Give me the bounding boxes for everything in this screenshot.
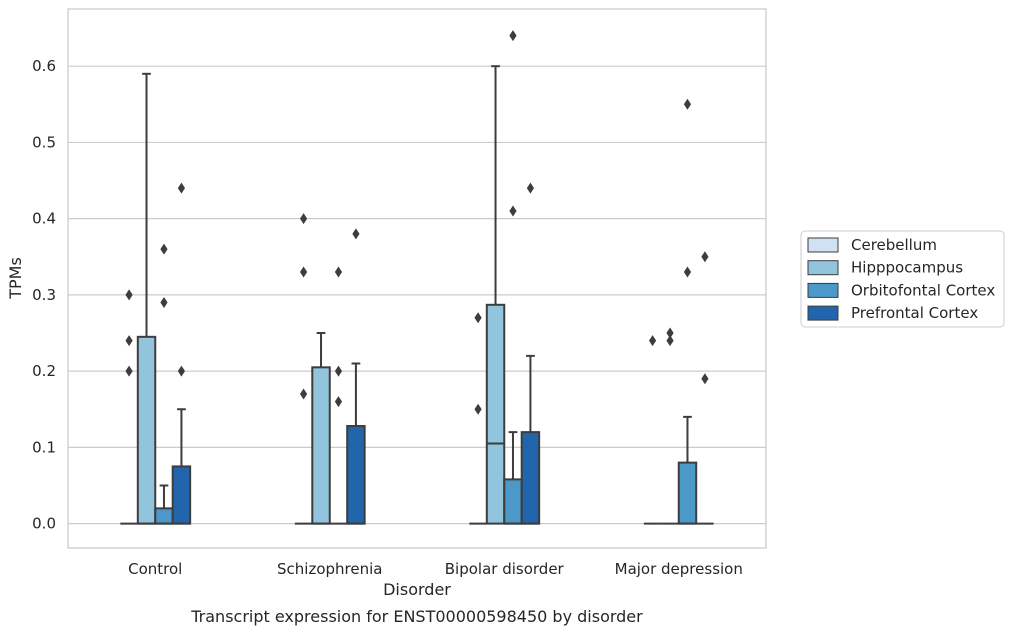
outlier-point <box>125 365 133 377</box>
outlier-point <box>683 266 692 278</box>
outlier-point <box>334 396 343 408</box>
y-axis-label: TPMs <box>6 257 25 300</box>
outlier-point <box>509 30 517 42</box>
outlier-point <box>474 312 482 324</box>
x-tick-label: Schizophrenia <box>277 560 382 578</box>
outlier-point <box>299 213 308 225</box>
box <box>311 366 331 525</box>
y-tick-label: 0.4 <box>32 210 56 228</box>
box-group <box>294 213 313 525</box>
legend-label: Orbitofontal Cortex <box>851 281 995 299</box>
outlier-point <box>299 388 308 400</box>
chart-caption: Transcript expression for ENST0000059845… <box>190 607 643 626</box>
legend-swatch <box>807 282 839 298</box>
legend-swatch <box>807 305 839 321</box>
y-tick-label: 0.6 <box>32 57 56 75</box>
y-tick-labels: 0.0 0.1 0.2 0.3 0.4 0.5 0.6 <box>32 57 56 532</box>
box <box>503 478 523 525</box>
outlier-point <box>334 266 343 278</box>
x-tick-label: Major depression <box>615 560 743 578</box>
y-tick-label: 0.5 <box>32 133 56 151</box>
box-group <box>677 98 698 525</box>
box <box>171 465 192 525</box>
outlier-point <box>177 182 186 194</box>
outlier-point <box>352 228 360 240</box>
outlier-point <box>160 243 168 255</box>
outlier-point <box>701 373 709 385</box>
box <box>520 431 541 525</box>
outlier-point <box>666 327 674 339</box>
outlier-point <box>701 251 709 263</box>
y-tick-label: 0.2 <box>32 362 56 380</box>
box-group <box>503 30 523 525</box>
legend-label: Prefrontal Cortex <box>851 304 978 322</box>
box-group <box>346 228 366 525</box>
outlier-point <box>334 365 343 377</box>
outlier-point <box>177 365 186 377</box>
outlier-point <box>474 403 482 415</box>
y-tick-label: 0.0 <box>32 515 56 533</box>
box <box>677 461 698 525</box>
outlier-point <box>125 289 133 301</box>
x-tick-label: Bipolar disorder <box>445 560 565 578</box>
box-group <box>643 335 662 525</box>
box <box>346 425 366 525</box>
outlier-point <box>683 98 692 110</box>
legend-swatch <box>807 237 839 253</box>
box-group <box>329 266 348 525</box>
box-group <box>696 251 714 525</box>
outlier-point <box>509 205 517 217</box>
box-group <box>136 72 157 525</box>
legend-frame <box>800 230 1005 328</box>
legend-label: Cerebellum <box>851 236 937 254</box>
box-group <box>311 332 331 525</box>
box-group <box>485 65 506 525</box>
x-tick-labels: Control Schizophrenia Bipolar disorder Majo… <box>128 560 743 578</box>
box-group <box>469 312 487 525</box>
outlier-point <box>526 182 535 194</box>
box-group <box>120 289 138 525</box>
outlier-point <box>299 266 308 278</box>
x-tick-label: Control <box>128 560 182 578</box>
box-layer <box>120 30 714 525</box>
y-tick-label: 0.3 <box>32 286 56 304</box>
plot-background <box>68 9 766 548</box>
outlier-point <box>648 335 657 347</box>
box <box>154 507 174 525</box>
legend: Cerebellum Hipppocampus Orbitofontal Corte… <box>800 230 1005 328</box>
box-group <box>661 327 679 525</box>
plot-frame <box>67 8 767 549</box>
box <box>136 335 157 525</box>
outlier-point <box>125 335 133 347</box>
y-tick-label: 0.1 <box>32 438 56 456</box>
box <box>485 303 506 525</box>
outlier-point <box>666 335 674 347</box>
box-group <box>154 243 174 525</box>
x-axis-label: Disorder <box>383 580 451 599</box>
box-group <box>171 182 192 525</box>
box-group <box>520 182 541 525</box>
legend-swatch <box>807 260 839 276</box>
legend-label: Hipppocampus <box>851 259 963 277</box>
outlier-point <box>160 297 168 309</box>
